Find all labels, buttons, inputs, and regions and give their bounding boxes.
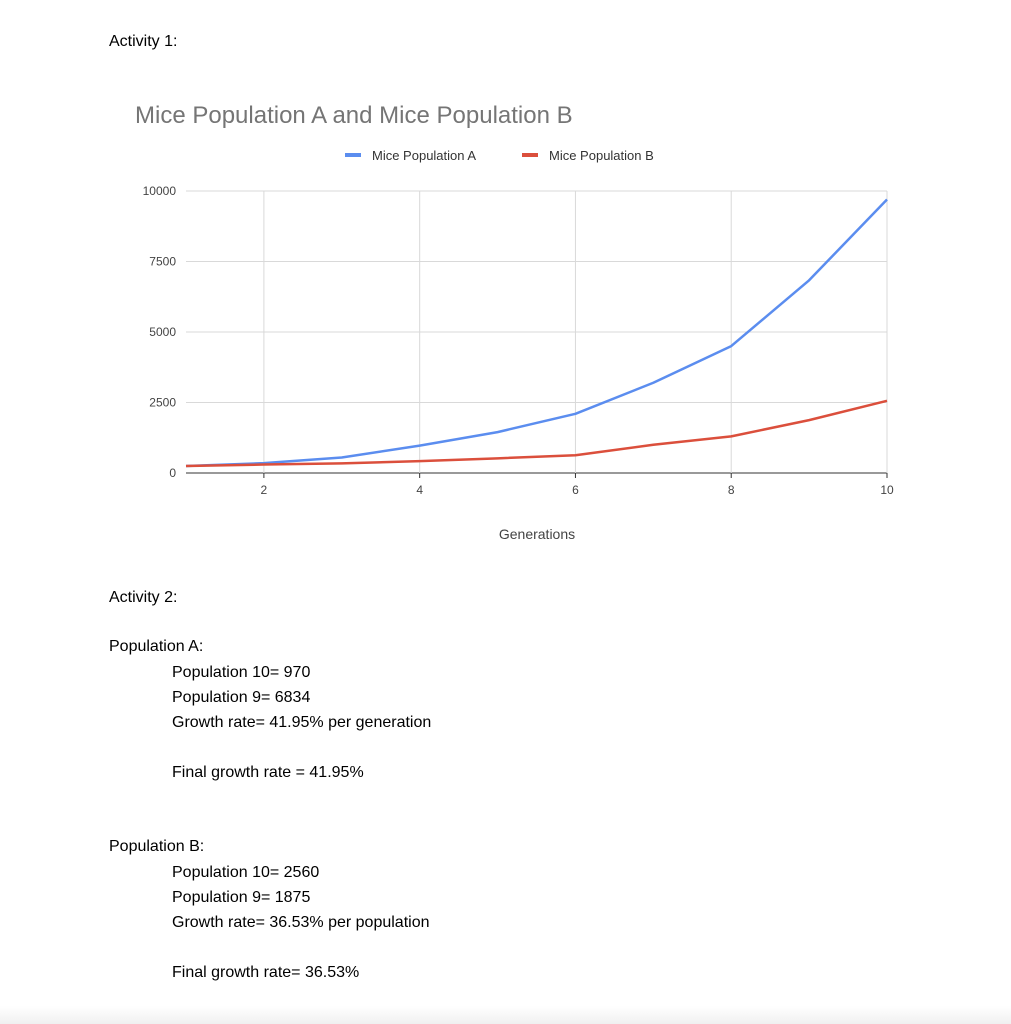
x-axis-ticks: 2 4 6 8 10 bbox=[261, 483, 894, 497]
legend-label: Mice Population A bbox=[372, 148, 476, 163]
population-a-line-1: Population 10= 970 bbox=[172, 664, 311, 681]
population-b-section: Population B: Population 10= 2560 Popula… bbox=[109, 838, 430, 985]
x-tick-label: 2 bbox=[261, 483, 268, 497]
chart-legend: Mice Population A Mice Population B bbox=[345, 148, 654, 163]
chart-series bbox=[185, 198, 888, 468]
activity-1-heading: Activity 1: bbox=[109, 33, 178, 50]
chart-grid bbox=[186, 190, 888, 478]
y-tick-label: 0 bbox=[169, 466, 176, 480]
population-b-label: Population B: bbox=[109, 838, 205, 855]
legend-swatch bbox=[345, 153, 361, 157]
population-a-section: Population A: Population 10= 970 Populat… bbox=[109, 638, 431, 785]
page-bottom-shadow bbox=[0, 1006, 1011, 1024]
population-b-line-2: Population 9= 1875 bbox=[172, 889, 311, 906]
population-a-line-2: Population 9= 6834 bbox=[172, 689, 311, 706]
y-tick-label: 5000 bbox=[149, 325, 176, 339]
population-a-final-rate: Final growth rate = 41.95% bbox=[172, 764, 364, 781]
x-tick-label: 6 bbox=[572, 483, 579, 497]
population-a-label: Population A: bbox=[109, 638, 204, 655]
x-axis-label: Generations bbox=[499, 526, 575, 542]
chart-title: Mice Population A and Mice Population B bbox=[135, 102, 573, 129]
x-tick-label: 10 bbox=[880, 483, 894, 497]
y-tick-label: 10000 bbox=[143, 184, 177, 198]
population-b-final-rate: Final growth rate= 36.53% bbox=[172, 964, 360, 981]
population-b-line-3: Growth rate= 36.53% per population bbox=[172, 914, 430, 931]
y-tick-label: 2500 bbox=[149, 396, 176, 410]
activity-2-heading: Activity 2: bbox=[109, 589, 178, 606]
population-a-line-3: Growth rate= 41.95% per generation bbox=[172, 714, 432, 731]
series-line-population-b bbox=[185, 399, 888, 468]
x-tick-label: 4 bbox=[416, 483, 423, 497]
population-b-line-1: Population 10= 2560 bbox=[172, 864, 320, 881]
x-tick-label: 8 bbox=[728, 483, 735, 497]
legend-label: Mice Population B bbox=[549, 148, 654, 163]
series-line-population-a bbox=[185, 198, 888, 468]
y-tick-label: 7500 bbox=[149, 255, 176, 269]
population-line-chart: Mice Population A and Mice Population B … bbox=[135, 102, 894, 542]
legend-swatch bbox=[522, 153, 538, 157]
y-axis-ticks: 0 2500 5000 7500 10000 bbox=[143, 184, 177, 480]
